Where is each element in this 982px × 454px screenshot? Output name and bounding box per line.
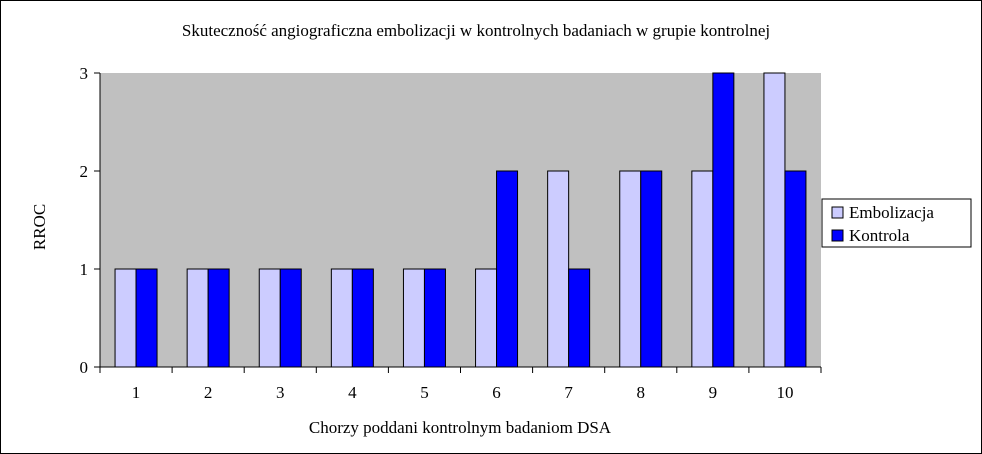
- bar-kontrola-1: [135, 268, 158, 368]
- legend-label-embolizacja: Embolizacja: [849, 203, 934, 222]
- x-tick-label-6: 6: [492, 383, 501, 402]
- bar-embolizacja-9: [691, 170, 714, 368]
- bar-embolizacja-2: [186, 268, 209, 368]
- bar-kontrola-3: [279, 268, 302, 368]
- bar-embolizacja-1: [114, 268, 137, 368]
- chart-title: Skuteczność angiograficzna embolizacji w…: [182, 21, 770, 40]
- x-tick-label-5: 5: [420, 383, 429, 402]
- legend-swatch-kontrola: [831, 229, 844, 242]
- bar-embolizacja-8: [619, 170, 642, 368]
- y-tick-label: 3: [80, 64, 89, 83]
- x-tick-label-9: 9: [709, 383, 718, 402]
- x-axis-label: Chorzy poddani kontrolnym badaniom DSA: [309, 418, 612, 437]
- y-tick-label: 0: [80, 358, 89, 377]
- bar-kontrola-2: [207, 268, 230, 368]
- bar-kontrola-7: [568, 268, 591, 368]
- x-tick-label-2: 2: [204, 383, 213, 402]
- x-tick-label-3: 3: [276, 383, 285, 402]
- bar-embolizacja-10: [763, 72, 786, 368]
- legend-label-kontrola: Kontrola: [849, 226, 910, 245]
- bar-kontrola-5: [423, 268, 446, 368]
- x-tick-label-8: 8: [637, 383, 646, 402]
- bar-embolizacja-3: [258, 268, 281, 368]
- bar-kontrola-9: [712, 72, 735, 368]
- x-tick-label-1: 1: [132, 383, 141, 402]
- y-tick-label: 2: [80, 162, 89, 181]
- bar-embolizacja-4: [330, 268, 353, 368]
- bar-embolizacja-5: [402, 268, 425, 368]
- legend-box: [821, 198, 972, 248]
- bar-embolizacja-7: [547, 170, 570, 368]
- bar-kontrola-10: [784, 170, 807, 368]
- bar-kontrola-4: [351, 268, 374, 368]
- x-tick-label-4: 4: [348, 383, 357, 402]
- bar-kontrola-6: [496, 170, 519, 368]
- x-tick-label-7: 7: [564, 383, 573, 402]
- y-tick-label: 1: [80, 260, 89, 279]
- bar-embolizacja-6: [475, 268, 498, 368]
- y-axis-label: RROC: [30, 204, 49, 250]
- legend: Embolizacja Kontrola: [821, 198, 972, 248]
- x-tick-label-10: 10: [776, 383, 793, 402]
- bar-kontrola-8: [640, 170, 663, 368]
- legend-swatch-embolizacja: [831, 206, 844, 219]
